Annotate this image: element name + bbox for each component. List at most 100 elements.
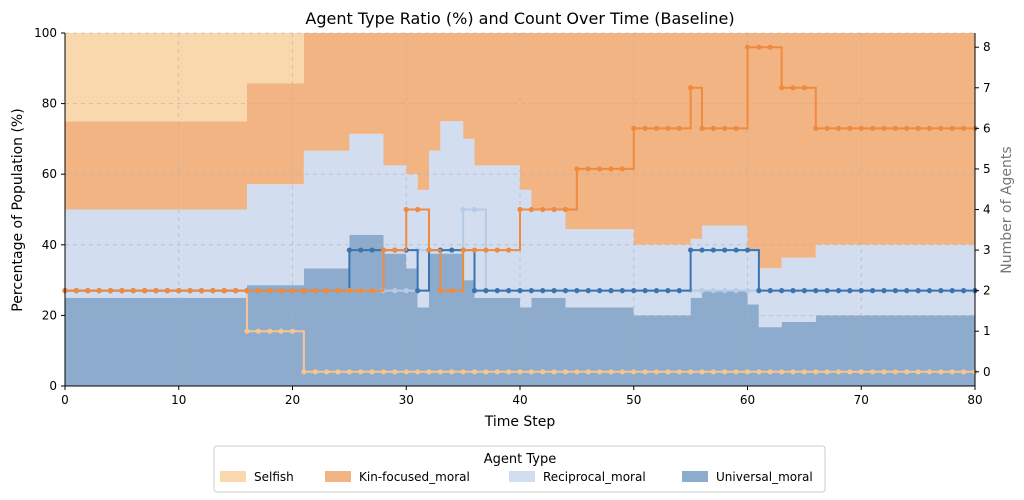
count-point-selfish (858, 369, 864, 375)
count-point-universal-moral (574, 288, 580, 294)
y2-tick-label: 6 (983, 121, 991, 135)
count-point-selfish (813, 369, 819, 375)
x-tick-label: 30 (399, 393, 414, 407)
count-point-universal-moral (562, 288, 569, 294)
count-point-selfish (722, 369, 728, 375)
count-point-universal-moral (824, 288, 830, 294)
count-point-selfish (528, 369, 534, 375)
count-point-selfish (915, 369, 921, 375)
count-point-kin-focused-moral (790, 85, 796, 91)
count-point-selfish (551, 369, 557, 375)
count-point-kin-focused-moral (107, 288, 114, 294)
count-point-kin-focused-moral (517, 206, 523, 213)
count-point-universal-moral (892, 288, 898, 294)
x-tick-label: 80 (967, 393, 982, 407)
count-point-selfish (460, 369, 466, 375)
count-point-kin-focused-moral (722, 125, 728, 131)
count-point-kin-focused-moral (915, 125, 921, 131)
count-point-kin-focused-moral (938, 125, 944, 131)
count-point-selfish (608, 369, 614, 375)
count-point-selfish (267, 328, 273, 334)
x-tick-label: 40 (512, 393, 527, 407)
count-point-selfish (255, 328, 261, 334)
count-point-universal-moral (801, 288, 807, 294)
count-point-selfish (574, 369, 580, 375)
x-tick-label: 10 (171, 393, 186, 407)
count-point-kin-focused-moral (221, 288, 227, 294)
count-point-kin-focused-moral (210, 288, 216, 294)
count-point-universal-moral (756, 288, 762, 294)
count-point-universal-moral (551, 288, 557, 294)
count-point-selfish (358, 369, 364, 375)
legend-frame (213, 445, 826, 493)
count-point-selfish (801, 369, 807, 375)
legend-label: Selfish (254, 470, 294, 484)
count-point-kin-focused-moral (562, 206, 569, 213)
count-point-universal-moral (540, 288, 546, 294)
count-point-reciprocal-moral (471, 206, 478, 213)
x-tick-label: 70 (854, 393, 869, 407)
x-tick-label: 0 (61, 393, 69, 407)
count-point-universal-moral (653, 288, 660, 294)
count-point-kin-focused-moral (369, 288, 375, 294)
count-line-layer (62, 44, 978, 375)
count-point-universal-moral (915, 288, 921, 294)
count-point-kin-focused-moral (324, 288, 330, 294)
count-point-kin-focused-moral (346, 288, 352, 294)
y-axis-label: Percentage of Population (%) (10, 108, 26, 311)
count-point-universal-moral (676, 288, 682, 294)
count-point-universal-moral (642, 288, 648, 294)
count-point-selfish (483, 369, 489, 375)
count-point-kin-focused-moral (119, 288, 125, 294)
count-point-kin-focused-moral (187, 288, 193, 294)
count-point-kin-focused-moral (415, 206, 421, 213)
count-point-reciprocal-moral (710, 288, 716, 294)
count-point-kin-focused-moral (710, 125, 716, 131)
count-point-kin-focused-moral (437, 288, 443, 294)
count-point-universal-moral (506, 288, 512, 294)
count-point-universal-moral (369, 247, 375, 253)
count-point-universal-moral (779, 288, 785, 294)
count-point-selfish (790, 369, 796, 375)
legend-title: Agent Type (484, 452, 556, 467)
y2-tick-label: 7 (983, 81, 991, 95)
count-point-reciprocal-moral (392, 288, 398, 294)
count-line-kin-focused-moral (65, 46, 975, 292)
count-point-kin-focused-moral (130, 288, 136, 294)
count-point-kin-focused-moral (949, 125, 955, 131)
count-point-selfish (346, 369, 352, 375)
count-point-kin-focused-moral (142, 288, 148, 294)
y2-tick-label: 8 (983, 40, 991, 54)
count-point-selfish (744, 369, 751, 375)
y2-tick-label: 0 (983, 365, 991, 379)
count-point-kin-focused-moral (688, 85, 694, 91)
y2-tick-label: 4 (983, 203, 991, 217)
count-point-selfish (835, 369, 842, 375)
count-point-selfish (335, 369, 341, 375)
count-point-kin-focused-moral (699, 125, 705, 131)
count-point-universal-moral (881, 288, 887, 294)
count-point-selfish (517, 369, 523, 375)
count-point-selfish (756, 369, 762, 375)
count-point-universal-moral (528, 288, 534, 294)
y2-tick-label: 2 (983, 284, 991, 298)
count-point-selfish (289, 328, 296, 334)
count-point-selfish (471, 369, 478, 375)
count-point-selfish (676, 369, 682, 375)
legend-swatch (325, 471, 351, 482)
chart-title: Agent Type Ratio (%) and Count Over Time… (305, 9, 734, 28)
count-point-selfish (403, 369, 409, 375)
y2-tick-label: 1 (983, 324, 991, 338)
count-point-universal-moral (415, 288, 421, 294)
count-point-universal-moral (597, 288, 603, 294)
x-axis-label: Time Step (484, 414, 556, 430)
count-point-kin-focused-moral (403, 206, 409, 213)
count-point-universal-moral (904, 288, 910, 294)
count-point-kin-focused-moral (301, 288, 307, 294)
legend-entry-reciprocal-moral: Reciprocal_moral (509, 470, 646, 484)
count-point-kin-focused-moral (426, 247, 432, 253)
count-point-reciprocal-moral (744, 288, 751, 294)
count-point-selfish (380, 369, 387, 375)
count-point-kin-focused-moral (665, 125, 671, 131)
